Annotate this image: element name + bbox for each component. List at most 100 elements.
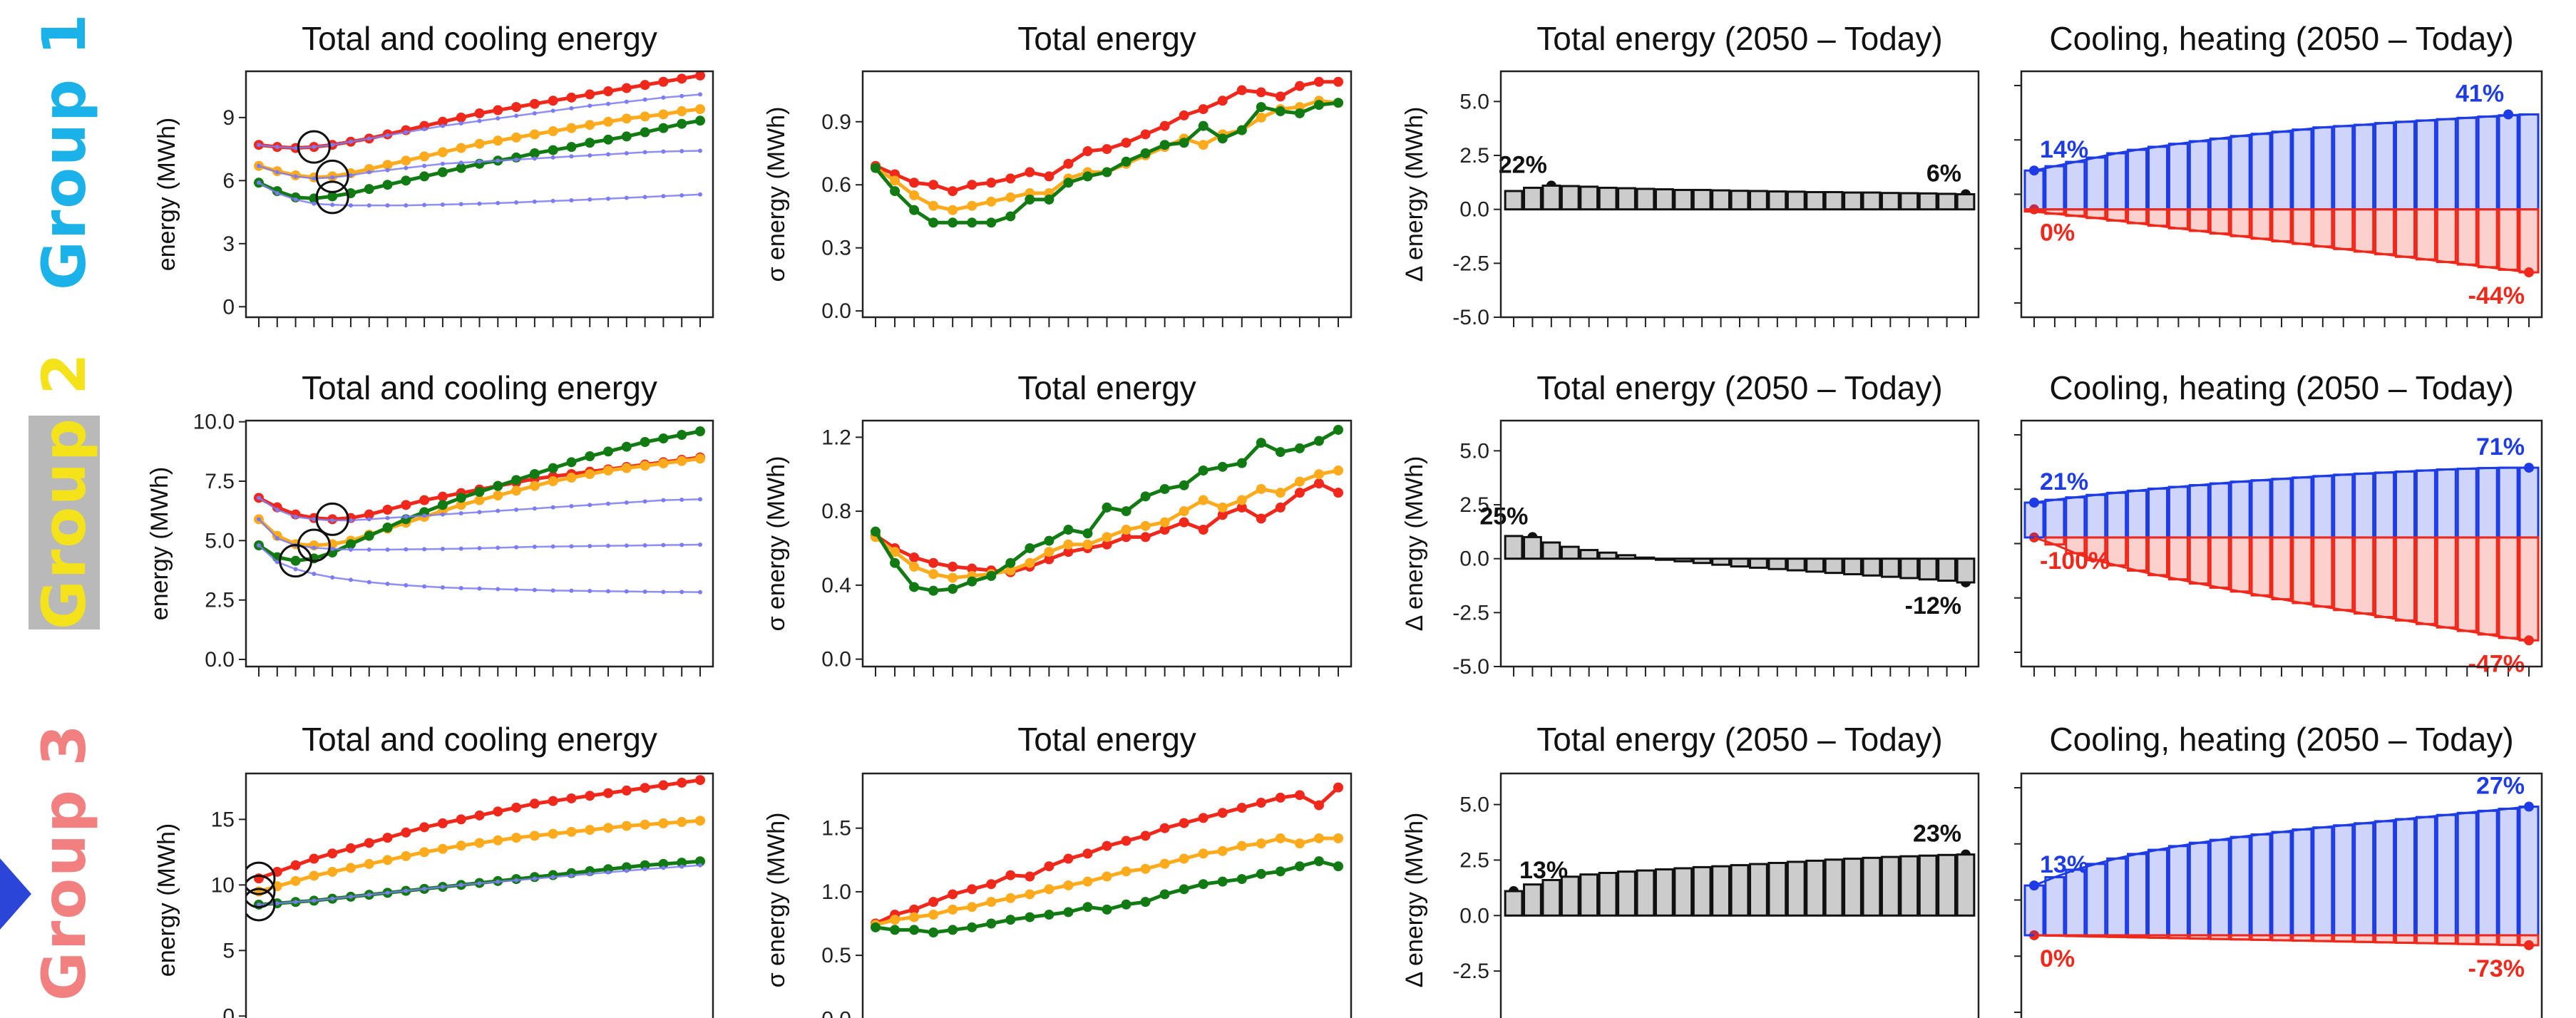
y-tick-label: -2.5	[1452, 252, 1489, 275]
data-point	[1063, 880, 1074, 890]
data-point	[366, 203, 371, 208]
data-point	[1256, 513, 1266, 524]
percent-label: -44%	[2468, 282, 2525, 309]
data-point	[274, 536, 279, 540]
data-point	[1333, 76, 1343, 87]
data-point	[529, 798, 540, 809]
data-point	[948, 217, 958, 228]
data-point	[401, 850, 411, 861]
bar	[2518, 466, 2540, 539]
data-point	[1179, 110, 1189, 120]
data-point	[569, 544, 574, 549]
data-point	[1159, 889, 1170, 900]
data-point	[382, 160, 393, 170]
bar	[1805, 190, 1825, 211]
data-point	[458, 883, 463, 888]
data-point	[585, 451, 595, 461]
data-point	[1025, 912, 1035, 922]
bar	[1749, 863, 1768, 917]
bar	[2023, 501, 2045, 539]
bar	[2518, 208, 2540, 274]
data-point	[695, 115, 705, 126]
data-point	[679, 543, 684, 547]
bar	[2498, 114, 2519, 211]
data-point	[330, 896, 335, 901]
data-point	[364, 530, 374, 541]
data-point	[348, 577, 353, 582]
bar	[2518, 536, 2540, 642]
data-point	[366, 136, 371, 141]
data-point	[257, 543, 261, 547]
bar	[2498, 208, 2519, 271]
data-point	[1217, 808, 1228, 818]
data-point	[437, 116, 448, 127]
data-point	[1313, 856, 1324, 867]
bar	[2023, 169, 2045, 211]
data-point	[1333, 782, 1343, 793]
data-point	[496, 508, 501, 513]
bar	[1504, 535, 1524, 560]
data-point	[640, 437, 650, 447]
data-point	[1256, 483, 1266, 494]
data-point	[511, 102, 522, 113]
data-point	[385, 515, 390, 520]
bar	[2147, 536, 2169, 577]
data-point	[587, 503, 592, 508]
data-point	[909, 552, 920, 562]
bar	[1824, 190, 1844, 211]
data-point	[569, 873, 574, 878]
bar	[1560, 545, 1580, 560]
bar	[1937, 192, 1956, 211]
plot-frame	[1499, 772, 1980, 1018]
data-point	[348, 547, 353, 552]
data-point	[1005, 557, 1016, 568]
data-point	[514, 508, 519, 512]
y-tick-label: 2.5	[1459, 493, 1489, 517]
y-tick-label: 0.3	[821, 237, 851, 260]
bar	[2498, 934, 2519, 946]
data-point	[550, 505, 555, 510]
bar	[1504, 190, 1524, 211]
bar	[2209, 536, 2230, 589]
data-point	[456, 814, 466, 825]
percent-label: 0%	[2040, 945, 2075, 972]
data-point	[458, 586, 463, 590]
bar	[2312, 126, 2334, 211]
data-point	[293, 174, 298, 179]
data-point	[621, 441, 632, 452]
bar	[2477, 536, 2498, 636]
data-point	[1044, 535, 1054, 546]
bar-outline	[2033, 113, 2530, 172]
bar	[2415, 469, 2436, 539]
bar	[2085, 536, 2107, 562]
data-point	[437, 147, 448, 158]
data-point	[1044, 861, 1054, 872]
series-line-red	[258, 778, 701, 880]
data-point	[477, 118, 482, 123]
bar	[1560, 875, 1580, 917]
data-point	[1082, 171, 1093, 182]
data-point	[366, 170, 371, 175]
data-point	[385, 203, 390, 208]
plot-frame	[245, 772, 714, 1018]
data-point	[1236, 458, 1247, 468]
bar	[1824, 557, 1844, 575]
bar	[1730, 557, 1750, 568]
data-point	[1063, 907, 1074, 917]
panel-title: Cooling, heating (2050 – Today)	[2049, 721, 2513, 758]
data-point	[1294, 790, 1305, 801]
data-point	[606, 196, 611, 201]
bar	[2394, 818, 2416, 937]
panel-g1_c2: Total energy 0.0 0.3 0.6 0.9 σ energy (MWh)	[763, 20, 1353, 327]
data-point	[1082, 848, 1093, 859]
data-point	[348, 518, 353, 523]
bar	[2394, 536, 2416, 622]
data-point	[474, 838, 485, 848]
data-point	[477, 159, 482, 164]
data-point	[529, 831, 540, 841]
data-point	[569, 198, 574, 203]
data-point	[1179, 506, 1189, 517]
data-point	[532, 876, 537, 881]
data-point	[603, 788, 614, 798]
bar	[2312, 475, 2334, 539]
